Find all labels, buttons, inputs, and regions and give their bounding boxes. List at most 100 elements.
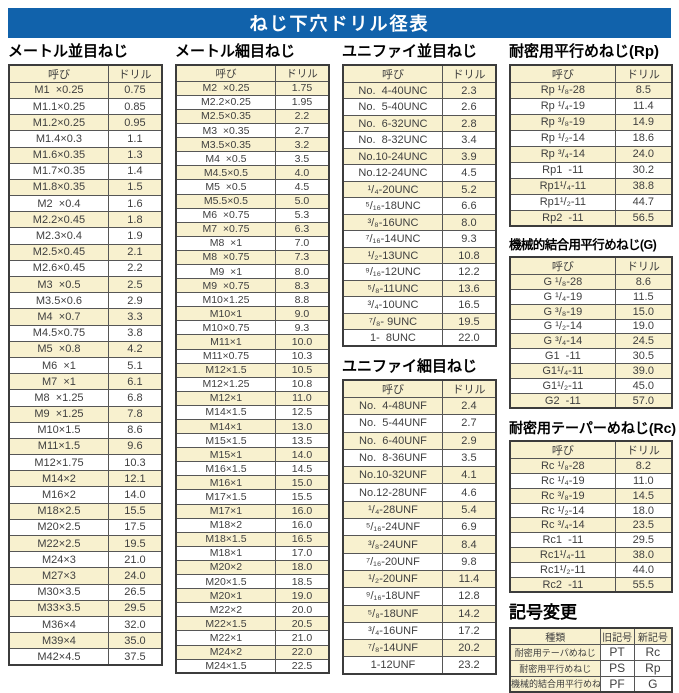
table-row: Rp1¹/₄-11 38.8 <box>509 177 673 195</box>
value-cell: 8.0 <box>441 213 497 232</box>
value-cell: 1.9 <box>107 227 163 245</box>
table-row: No. 8-32UNC 3.4 <box>342 131 497 149</box>
thread-name-cell: G ¹/₂-14 <box>509 318 616 335</box>
value-cell: 21.0 <box>274 630 330 646</box>
table-row: Rc1¹/₄-11 38.0 <box>509 547 673 564</box>
column-unified: ユニファイ並目ねじ 呼び ドリル No. 4-40UNC 2.3 No. 5-40UNC… <box>342 43 497 693</box>
table-row: M2.6×0.45 2.2 <box>8 259 163 278</box>
value-cell: 4.5 <box>274 179 330 195</box>
value-cell: 1.1 <box>107 130 163 148</box>
column-header: ドリル <box>107 64 163 83</box>
thread-name-cell: G1¹/₂-11 <box>509 378 616 394</box>
table-row: G ³/₄-14 24.5 <box>509 333 673 350</box>
value-cell: 6.3 <box>274 221 330 237</box>
value-cell: 2.7 <box>441 414 497 433</box>
thread-name-cell: M9 ×1.25 <box>8 405 109 423</box>
thread-name-cell: M11×1 <box>175 334 276 350</box>
value-cell: 18.6 <box>614 129 673 147</box>
value-cell: 12.1 <box>107 470 163 488</box>
thread-name-cell: ¹/₂-13UNC <box>342 246 443 265</box>
table-row: M22×1 21.0 <box>175 630 330 646</box>
column-header: 呼び <box>342 379 443 398</box>
value-cell: 6.6 <box>441 197 497 215</box>
value-cell: 16.0 <box>274 517 330 533</box>
thread-name-cell: M12×1.25 <box>175 376 276 392</box>
thread-name-cell: M8 ×1.25 <box>8 389 109 407</box>
thread-name-cell: No. 8-36UNF <box>342 448 443 468</box>
value-cell: 15.5 <box>107 502 163 520</box>
value-cell: 10.8 <box>441 246 497 265</box>
thread-name-cell: M16×1.5 <box>175 461 276 477</box>
table-row: M11×1 10.0 <box>175 334 330 350</box>
table-row: ³/₄-10UNC 16.5 <box>342 296 497 314</box>
unified-coarse-table: 呼び ドリル No. 4-40UNC 2.3 No. 5-40UNC 2.6 No. 6-3… <box>342 63 497 348</box>
thread-name-cell: M3 ×0.35 <box>175 123 276 139</box>
thread-name-cell: Rc1¹/₄-11 <box>509 547 616 564</box>
table-row: M22×1.5 20.5 <box>175 616 330 632</box>
column-header: 呼び <box>509 64 616 83</box>
thread-name-cell: M17×1 <box>175 503 276 519</box>
thread-name-cell: M11×0.75 <box>175 348 276 364</box>
thread-name-cell: Rp ¹/₈-28 <box>509 81 616 99</box>
value-cell: 2.9 <box>441 431 497 450</box>
header-row: 呼び ドリル <box>509 440 673 459</box>
section-title-unified-fine: ユニファイ細目ねじ <box>342 358 478 376</box>
column-header: ドリル <box>614 440 673 459</box>
thread-name-cell: M12×1 <box>175 390 276 406</box>
table-row: M16×2 14.0 <box>8 486 163 504</box>
value-cell: 7.3 <box>274 249 330 265</box>
table-row: M17×1.5 15.5 <box>175 489 330 505</box>
thread-name-cell: ⁹/₁₆-18UNF <box>342 587 443 606</box>
value-cell: 3.9 <box>441 147 497 166</box>
thread-name-cell: M6 ×1 <box>8 356 109 375</box>
thread-name-cell: M12×1.5 <box>175 362 276 378</box>
thread-name-cell: M33×3.5 <box>8 599 109 617</box>
page-title: ねじ下穴ドリル径表 <box>249 14 430 34</box>
value-cell: 18.0 <box>274 559 330 576</box>
table-row: M18×2 16.0 <box>175 517 330 533</box>
g-table: 呼び ドリル G ¹/₈-28 8.6 G ¹/₄-19 11.5 G ³/₈-19 15.0… <box>509 255 673 410</box>
value-cell: 20.0 <box>274 602 330 618</box>
value-cell: 1.6 <box>107 195 163 213</box>
table-row: M12×1.75 10.3 <box>8 454 163 472</box>
value-cell: 4.6 <box>441 483 497 502</box>
table-row: M7 ×0.75 6.3 <box>175 221 330 237</box>
table-row: M36×4 32.0 <box>8 615 163 634</box>
table-row: G1 -11 30.5 <box>509 348 673 365</box>
value-cell: 13.0 <box>274 418 330 435</box>
thread-name-cell: M22×1.5 <box>175 616 276 632</box>
thread-name-cell: M3.5×0.6 <box>8 292 109 310</box>
thread-name-cell: M42×4.5 <box>8 648 109 666</box>
table-row: Rc ¹/₈-28 8.2 <box>509 457 673 474</box>
thread-name-cell: M16×1 <box>175 475 276 491</box>
thread-name-cell: Rp1¹/₂-11 <box>509 193 616 211</box>
header-row: 呼び ドリル <box>8 64 163 83</box>
thread-name-cell: M15×1.5 <box>175 433 276 449</box>
value-cell: 11.4 <box>441 569 497 589</box>
table-row: M2.2×0.25 1.95 <box>175 94 330 110</box>
thread-name-cell: M27×3 <box>8 567 109 585</box>
value-cell: 17.2 <box>441 621 497 641</box>
thread-name-cell: M8 ×0.75 <box>175 249 276 265</box>
table-row: M8 ×1.25 6.8 <box>8 389 163 407</box>
table-row: ⁹/₁₆-18UNF 12.8 <box>342 587 497 606</box>
column-header: 呼び <box>8 64 109 83</box>
thread-name-cell: No. 4-40UNC <box>342 81 443 100</box>
thread-name-cell: M20×1.5 <box>175 574 276 590</box>
thread-name-cell: M2.6×0.45 <box>8 259 109 278</box>
value-cell: 22.5 <box>274 658 330 674</box>
table-row: M16×1 15.0 <box>175 475 330 491</box>
value-cell: 15.0 <box>274 475 330 491</box>
thread-name-cell: M20×2 <box>175 559 276 576</box>
thread-name-cell: M7 ×1 <box>8 373 109 391</box>
value-cell: 2.7 <box>274 123 330 139</box>
thread-name-cell: No. 4-48UNF <box>342 396 443 416</box>
value-cell: 30.5 <box>614 348 673 365</box>
value-cell: 1.95 <box>274 94 330 110</box>
header-row: 呼び ドリル <box>342 64 497 83</box>
table-row: M22×2 20.0 <box>175 602 330 618</box>
table-columns: メートル並目ねじ 呼び ドリル M1 ×0.25 0.75 M1.1×0.25 0.85 M… <box>0 43 679 693</box>
value-cell: 19.0 <box>614 318 673 335</box>
thread-name-cell: M15×1 <box>175 447 276 463</box>
thread-name-cell: ³/₈-24UNF <box>342 535 443 554</box>
